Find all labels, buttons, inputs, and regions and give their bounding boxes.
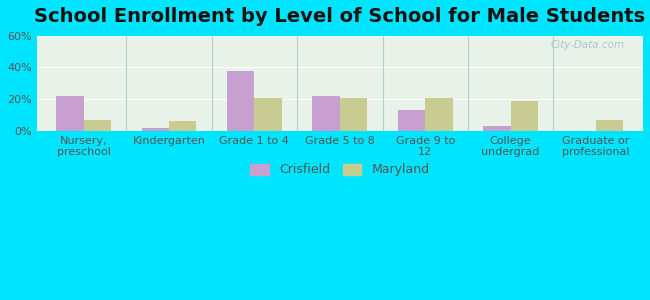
Bar [511,101,538,131]
Bar [425,98,452,131]
Bar [596,120,623,131]
Bar [142,128,169,131]
Bar [254,98,281,131]
Bar [313,96,340,131]
Bar [484,126,511,131]
Bar [398,110,425,131]
Bar [84,120,111,131]
Text: City-Data.com: City-Data.com [551,40,625,50]
Bar [340,98,367,131]
Title: School Enrollment by Level of School for Male Students: School Enrollment by Level of School for… [34,7,645,26]
Bar [227,70,254,131]
Legend: Crisfield, Maryland: Crisfield, Maryland [245,158,434,182]
Bar [169,121,196,131]
Bar [56,96,84,131]
